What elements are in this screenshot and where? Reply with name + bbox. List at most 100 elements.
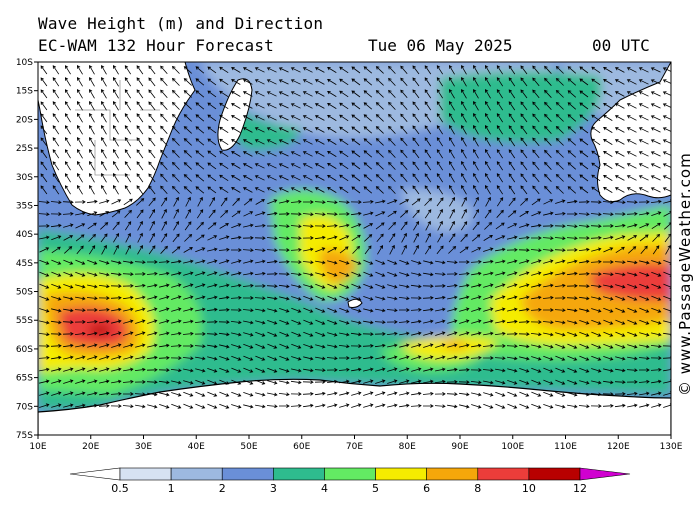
wave-arrow [638, 67, 649, 73]
wave-arrow [183, 295, 194, 300]
wave-arrow [160, 173, 168, 183]
wave-arrow [650, 344, 662, 349]
wave-arrow [399, 379, 410, 384]
wave-arrow [51, 355, 62, 360]
wave-arrow [266, 175, 277, 181]
wave-arrow [554, 296, 566, 300]
wave-arrow [123, 260, 134, 265]
wave-arrow [375, 391, 386, 396]
wave-arrow [219, 356, 230, 361]
wave-arrow [544, 77, 552, 86]
wave-arrow [388, 161, 396, 170]
wave-arrow [290, 139, 301, 145]
wave-arrow [424, 89, 432, 99]
wave-arrow [363, 102, 373, 110]
wave-arrow [339, 114, 349, 122]
wave-arrow [291, 296, 302, 301]
wave-arrow [290, 403, 302, 408]
wave-arrow [626, 211, 638, 216]
wave-arrow [567, 78, 577, 86]
wave-arrow [388, 89, 396, 98]
wave-arrow [508, 77, 516, 87]
wave-arrow [207, 271, 218, 276]
wave-arrow [278, 187, 289, 193]
wave-arrow [591, 90, 601, 98]
wave-arrow [591, 308, 602, 313]
wave-arrow [147, 295, 158, 300]
wave-arrow [507, 259, 518, 264]
wave-arrow [566, 248, 578, 252]
lon-label: 40E [188, 442, 205, 452]
wave-arrow [579, 126, 589, 134]
wave-arrow [363, 379, 374, 384]
wave-arrow [496, 185, 504, 195]
lon-label: 130E [660, 442, 683, 452]
forecast-date: Tue 06 May 2025 [368, 36, 513, 55]
wave-arrow [207, 102, 217, 110]
wave-arrow [266, 103, 277, 109]
wave-arrow [314, 235, 326, 240]
wave-arrow [278, 175, 289, 181]
wave-arrow [39, 403, 50, 408]
wave-arrow [339, 223, 350, 228]
wave-arrow [254, 127, 265, 133]
wave-arrow [339, 356, 350, 360]
wave-arrow [626, 151, 637, 157]
wave-arrow [232, 197, 240, 206]
colorbar-label: 12 [573, 482, 587, 495]
wave-arrow [554, 248, 566, 253]
wave-arrow [170, 356, 182, 360]
wave-arrow [279, 331, 290, 337]
wave-arrow [243, 198, 253, 206]
wave-arrow [506, 247, 518, 252]
wave-arrow [146, 367, 158, 372]
wave-arrow [579, 296, 590, 301]
africa-landmass [38, 62, 196, 216]
wave-arrow [278, 259, 290, 264]
wave-arrow [219, 379, 230, 385]
wave-arrow [98, 307, 110, 312]
wave-arrow [591, 343, 602, 349]
wave-arrow [52, 173, 60, 183]
wave-arrow [543, 199, 554, 205]
wave-arrow [470, 259, 482, 264]
wave-arrow [579, 162, 589, 170]
wave-arrow [449, 161, 455, 171]
wave-arrow [266, 127, 277, 133]
wave-arrow [113, 65, 119, 75]
wave-arrow [460, 221, 468, 231]
wave-arrow [375, 222, 385, 230]
wave-arrow [640, 245, 648, 255]
wave-arrow [351, 102, 361, 110]
wave-arrow [40, 125, 48, 135]
wave-arrow [148, 245, 156, 255]
wave-arrow [638, 187, 649, 193]
wave-arrow [650, 67, 661, 73]
wave-arrow [591, 126, 601, 134]
wave-arrow [195, 126, 205, 134]
wave-arrow [555, 355, 566, 361]
wave-arrow [364, 245, 372, 255]
wave-arrow [591, 296, 602, 301]
wave-arrow [567, 212, 578, 216]
wave-arrow [579, 331, 590, 337]
wave-arrow [399, 284, 410, 289]
wave-arrow [484, 209, 492, 219]
wave-arrow [579, 102, 589, 110]
wave-arrow [52, 125, 60, 135]
wave-arrow [351, 391, 362, 396]
wave-arrow [314, 163, 325, 169]
wave-arrow [339, 162, 349, 170]
wave-arrow [485, 77, 491, 87]
wave-arrow [508, 113, 516, 123]
wave-arrow [38, 332, 50, 337]
wave-arrow [158, 355, 170, 360]
wave-arrow [52, 149, 60, 159]
wave-arrow [123, 198, 133, 206]
wave-arrow [436, 65, 444, 75]
wave-arrow [518, 319, 530, 324]
wave-arrow [99, 355, 110, 360]
wave-arrow [314, 368, 326, 373]
wave-arrow [290, 212, 302, 217]
